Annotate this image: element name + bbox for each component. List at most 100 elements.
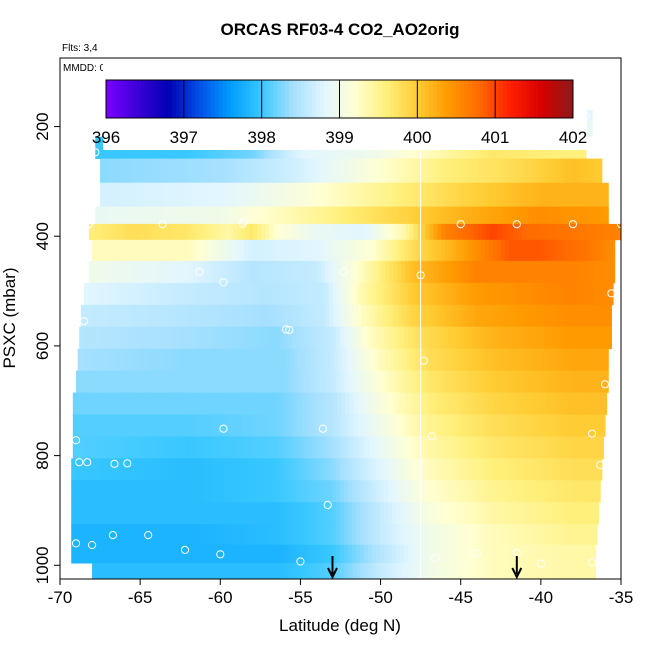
heatmap-cell [265, 348, 271, 371]
heatmap-cell [172, 563, 177, 579]
heatmap-cell [91, 524, 96, 546]
heatmap-cell [602, 348, 608, 371]
x-tick-label: -65 [128, 588, 153, 607]
heatmap-cell [576, 370, 582, 393]
heatmap-cell [557, 414, 563, 437]
heatmap-cell [492, 563, 498, 579]
heatmap-cell [243, 326, 249, 350]
heatmap-cell [552, 458, 557, 481]
heatmap-cell [557, 392, 563, 415]
heatmap-cell [83, 524, 88, 546]
heatmap-cell [189, 414, 194, 437]
heatmap-cell [310, 348, 315, 371]
heatmap-cell [529, 414, 535, 437]
heatmap-cell [92, 239, 97, 262]
heatmap-cell [484, 158, 490, 184]
heatmap-cell [217, 392, 222, 415]
heatmap-cell [284, 282, 290, 306]
heatmap-cell [472, 158, 478, 184]
heatmap-cell [472, 239, 478, 262]
heatmap-cell [195, 206, 201, 225]
heatmap-cell [596, 480, 601, 503]
heatmap-cell [233, 414, 238, 437]
heatmap-cell [339, 458, 345, 481]
colorbar-cell [565, 80, 570, 118]
heatmap-cell [400, 182, 406, 208]
heatmap-cell [409, 436, 415, 459]
heatmap-cell [249, 414, 254, 437]
heatmap-cell [492, 182, 498, 208]
heatmap-cell [181, 304, 186, 328]
heatmap-cell [204, 282, 209, 306]
heatmap-cell [392, 282, 398, 306]
heatmap-cell [244, 158, 249, 184]
heatmap-cell [532, 326, 537, 350]
heatmap-cell [393, 223, 398, 241]
heatmap-cell [156, 370, 161, 393]
heatmap-cell [265, 223, 270, 241]
heatmap-cell [108, 182, 113, 208]
heatmap-cell [390, 348, 395, 371]
heatmap-cell [111, 524, 116, 546]
heatmap-cell [293, 392, 298, 415]
heatmap-cell [339, 502, 345, 525]
data-point [588, 558, 597, 567]
colorbar-cell [467, 80, 473, 118]
heatmap-cell [100, 158, 105, 184]
heatmap-cell [76, 436, 82, 459]
heatmap-cell [407, 544, 413, 564]
heatmap-cell [219, 544, 225, 564]
heatmap-cell [568, 480, 573, 503]
heatmap-cell [215, 544, 221, 564]
heatmap-cell [457, 392, 463, 415]
heatmap-cell [115, 502, 120, 525]
heatmap-cell [319, 544, 325, 564]
heatmap-cell [580, 563, 586, 579]
heatmap-cell [197, 436, 202, 459]
heatmap-cell [100, 239, 105, 262]
heatmap-cell [443, 458, 449, 481]
heatmap-cell [592, 502, 597, 525]
colorbar-cell [393, 80, 399, 118]
colorbar-cell [518, 80, 523, 118]
heatmap-cell [521, 414, 527, 437]
heatmap-cell [164, 182, 169, 208]
heatmap-cell [223, 458, 229, 481]
heatmap-cell [359, 480, 365, 503]
heatmap-cell [79, 326, 84, 350]
heatmap-cell [576, 524, 581, 546]
heatmap-cell [404, 370, 410, 393]
heatmap-cell [597, 436, 603, 459]
heatmap-cell [439, 458, 445, 481]
heatmap-cell [280, 182, 285, 208]
heatmap-cell [369, 436, 374, 459]
heatmap-cell [235, 480, 241, 503]
heatmap-cell [406, 348, 411, 371]
heatmap-cell [127, 326, 132, 350]
heatmap-cell [295, 524, 301, 546]
heatmap-cell [577, 223, 583, 241]
heatmap-cell [329, 304, 334, 328]
colorbar-cell [390, 80, 395, 118]
colorbar-cell [569, 80, 574, 118]
colorbar-cell [109, 80, 115, 118]
heatmap-cell [261, 223, 266, 241]
heatmap-cell [104, 158, 109, 184]
heatmap-cell [144, 239, 149, 262]
heatmap-cell [95, 544, 100, 564]
heatmap-cell [328, 158, 334, 184]
heatmap-cell [108, 158, 113, 184]
heatmap-cell [368, 158, 374, 184]
heatmap-cell [187, 480, 193, 503]
heatmap-cell [365, 260, 370, 284]
heatmap-cell [424, 182, 430, 208]
heatmap-cell [273, 223, 278, 241]
heatmap-cell [429, 436, 435, 459]
heatmap-cell [183, 206, 189, 225]
heatmap-cell [155, 544, 160, 564]
heatmap-cell [433, 223, 439, 241]
heatmap-cell [171, 524, 177, 546]
heatmap-cell [479, 206, 485, 225]
colorbar-cell [561, 80, 566, 118]
heatmap-cell [291, 524, 297, 546]
